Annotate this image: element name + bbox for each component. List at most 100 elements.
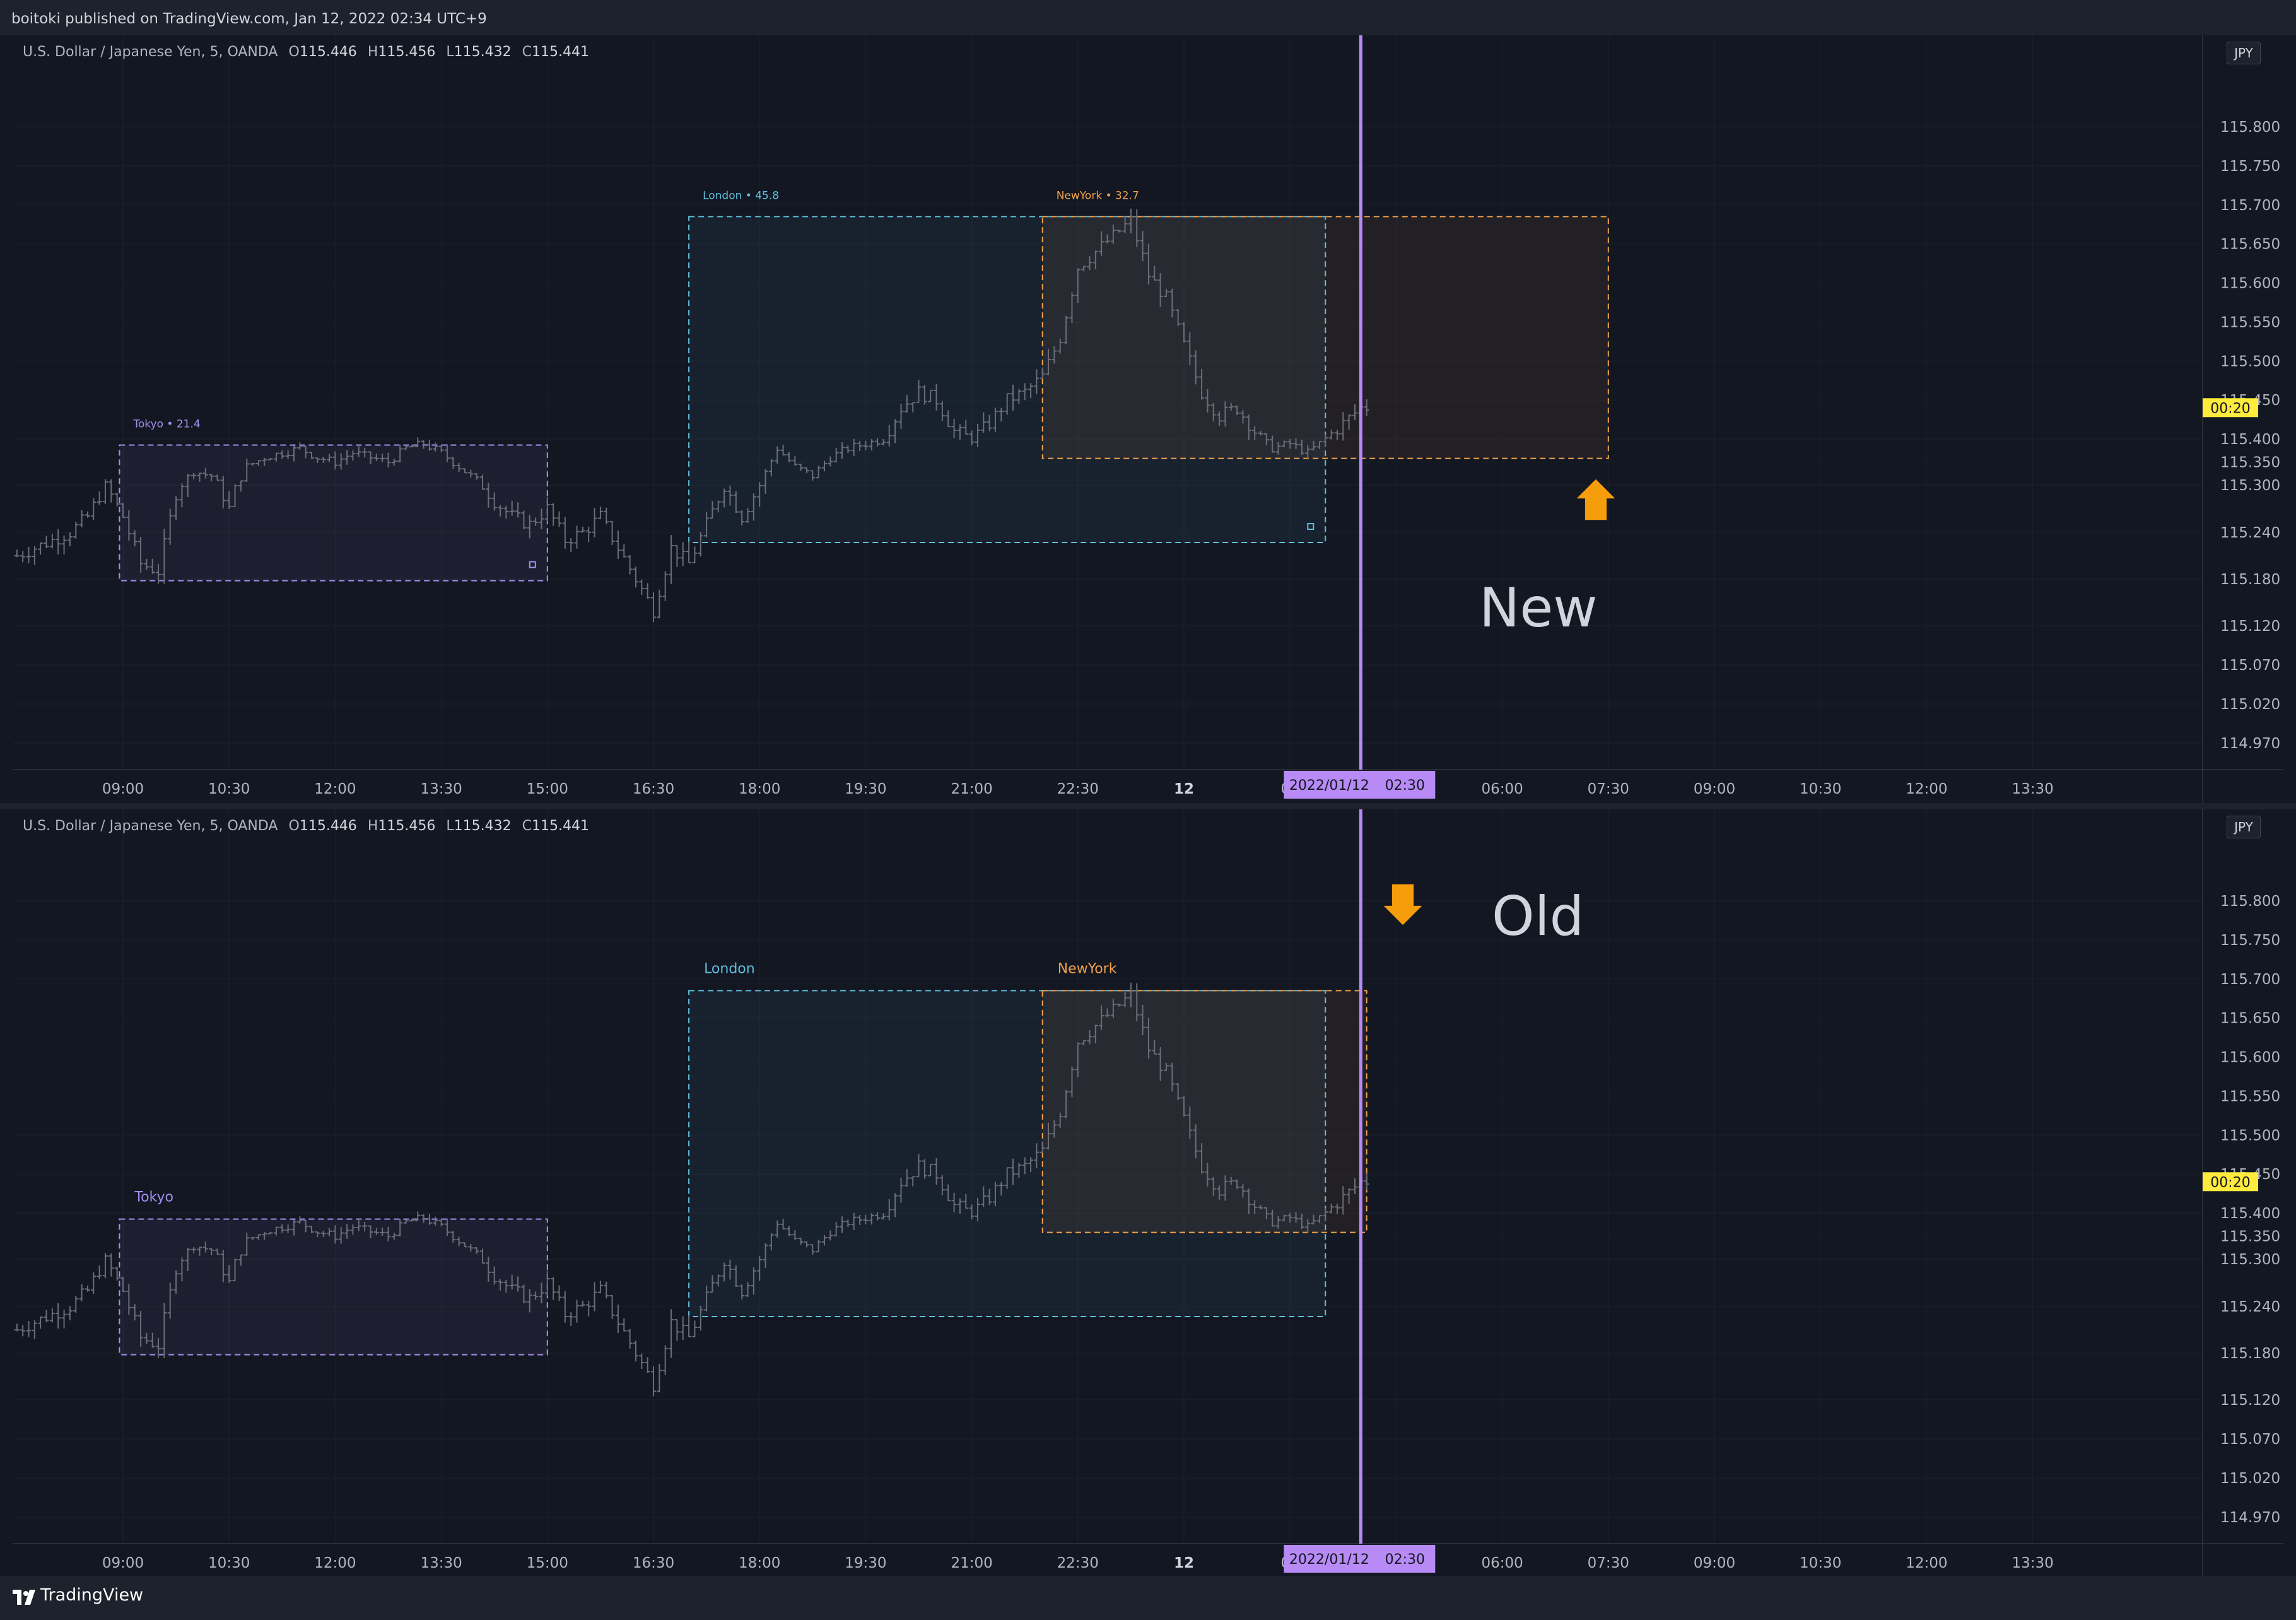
price-tick-label: 115.750	[2220, 158, 2280, 175]
low-value: 115.432	[454, 818, 512, 834]
price-tick-label: 115.240	[2220, 525, 2280, 541]
price-tick-label: 115.650	[2220, 237, 2280, 253]
price-tick-label: 115.700	[2220, 971, 2280, 988]
session-label-tokyo: Tokyo	[134, 1189, 173, 1205]
time-tick-label: 10:30	[208, 781, 250, 797]
session-label-tokyo: Tokyo • 21.4	[132, 418, 200, 430]
time-tick-label: 21:00	[951, 781, 992, 797]
time-tick-label: 22:30	[1057, 781, 1099, 797]
currency-button[interactable]: JPY	[2227, 42, 2261, 64]
chart-canvas-new[interactable]: 115.800 115.750 115.700 115.650 115.600 115.5…	[13, 35, 2283, 803]
price-tick-label: 115.120	[2220, 618, 2280, 635]
time-badge-date: 2022/01/12	[1289, 778, 1369, 794]
price-tick-label: 114.970	[2220, 736, 2280, 752]
tradingview-logo-icon	[13, 1590, 35, 1605]
time-tick-label: 13:30	[420, 781, 462, 797]
price-tick-label: 115.020	[2220, 1470, 2280, 1487]
time-tick-label: 12:00	[314, 781, 356, 797]
close-value: 115.441	[531, 44, 589, 60]
time-badge	[1284, 771, 1436, 799]
chart-pane-new[interactable]: 115.800 115.750 115.700 115.650 115.600 115.5…	[13, 35, 2283, 803]
publish-header: boitoki published on TradingView.com, Ja…	[0, 0, 2296, 35]
currency-button[interactable]: JPY	[2227, 816, 2261, 838]
price-tick-label: 115.180	[2220, 1346, 2280, 1362]
price-countdown-text: 00:20	[2210, 1175, 2250, 1190]
time-tick-label: 09:00	[1694, 781, 1735, 797]
time-tick-label: 09:00	[102, 1555, 144, 1571]
pane-divider[interactable]	[0, 803, 2296, 809]
time-tick-label: 06:00	[1481, 1555, 1523, 1571]
session-label-london: London	[704, 961, 755, 977]
session-box-tokyo	[119, 444, 548, 582]
session-box-newyork	[1041, 216, 1609, 459]
price-tick-label: 115.240	[2220, 1299, 2280, 1315]
time-tick-label: 10:30	[208, 1555, 250, 1571]
publisher-text: boitoki published on TradingView.com, Ja…	[11, 11, 487, 27]
time-tick-label: 10:30	[1800, 1555, 1841, 1571]
close-label: C	[522, 44, 532, 60]
price-tick-label: 115.600	[2220, 276, 2280, 292]
time-tick-label: 07:30	[1588, 1555, 1629, 1571]
arrow-down-icon	[1383, 884, 1422, 925]
price-tick-label: 115.350	[2220, 455, 2280, 471]
time-tick-label: 12	[1174, 1555, 1194, 1571]
price-axis	[2203, 809, 2283, 1577]
time-tick-label: 06:00	[1481, 781, 1523, 797]
time-tick-label: 13:30	[2012, 1555, 2053, 1571]
price-tick-label: 115.400	[2220, 431, 2280, 448]
annotation-old: Old	[1492, 885, 1584, 948]
low-label: L	[446, 818, 454, 834]
time-tick-label: 16:30	[633, 1555, 674, 1571]
time-badge-time: 02:30	[1385, 778, 1425, 794]
time-tick-label: 19:30	[845, 1555, 886, 1571]
open-value: 115.446	[299, 818, 357, 834]
chart-canvas-old[interactable]: 115.800 115.750 115.700 115.650 115.600 115.5…	[13, 809, 2283, 1577]
session-box-london	[688, 216, 1327, 544]
price-axis	[2203, 35, 2283, 803]
open-value: 115.446	[299, 44, 357, 60]
price-tick-label: 115.700	[2220, 197, 2280, 214]
symbol-name: U.S. Dollar / Japanese Yen, 5, OANDA	[23, 44, 278, 60]
price-countdown-text: 00:20	[2210, 401, 2250, 416]
price-tick-label: 115.120	[2220, 1392, 2280, 1409]
session-label-newyork: NewYork	[1058, 961, 1117, 977]
time-tick-label: 10:30	[1800, 781, 1841, 797]
price-tick-label: 115.300	[2220, 1252, 2280, 1268]
high-label: H	[367, 818, 378, 834]
price-tick-label: 115.600	[2220, 1050, 2280, 1066]
price-countdown-tag	[2203, 1172, 2258, 1192]
time-badge-date: 2022/01/12	[1289, 1552, 1369, 1568]
price-tick-label: 115.800	[2220, 119, 2280, 136]
close-value: 115.441	[531, 818, 589, 834]
price-tick-label: 115.070	[2220, 657, 2280, 674]
high-value: 115.456	[378, 44, 436, 60]
time-tick-label: 12:00	[1906, 781, 1947, 797]
time-tick-label: 09:00	[102, 781, 144, 797]
price-tick-label: 115.750	[2220, 932, 2280, 949]
session-marker	[529, 561, 536, 568]
price-tick-label: 115.020	[2220, 696, 2280, 713]
time-tick-label: 16:30	[633, 781, 674, 797]
high-value: 115.456	[378, 818, 436, 834]
time-tick-label: 21:00	[951, 1555, 992, 1571]
high-label: H	[367, 44, 378, 60]
time-tick-label: 12:00	[314, 1555, 356, 1571]
open-label: O	[288, 44, 300, 60]
price-tick-label: 115.350	[2220, 1229, 2280, 1245]
time-tick-label: 19:30	[845, 781, 886, 797]
price-tick-label: 115.550	[2220, 314, 2280, 331]
time-tick-label: 13:30	[2012, 781, 2053, 797]
time-tick-label: 15:00	[527, 1555, 568, 1571]
symbol-legend-new: U.S. Dollar / Japanese Yen, 5, OANDA O11…	[23, 44, 589, 60]
price-tick-label: 115.800	[2220, 893, 2280, 910]
chart-pane-old[interactable]: 115.800 115.750 115.700 115.650 115.600 115.5…	[13, 809, 2283, 1577]
open-label: O	[288, 818, 300, 834]
time-badge	[1284, 1545, 1436, 1573]
close-label: C	[522, 818, 532, 834]
price-countdown-tag	[2203, 398, 2258, 418]
price-tick-label: 115.650	[2220, 1011, 2280, 1027]
price-tick-label: 115.070	[2220, 1431, 2280, 1448]
price-tick-label: 115.500	[2220, 353, 2280, 370]
session-box-london	[688, 990, 1327, 1318]
session-marker	[1307, 523, 1315, 531]
